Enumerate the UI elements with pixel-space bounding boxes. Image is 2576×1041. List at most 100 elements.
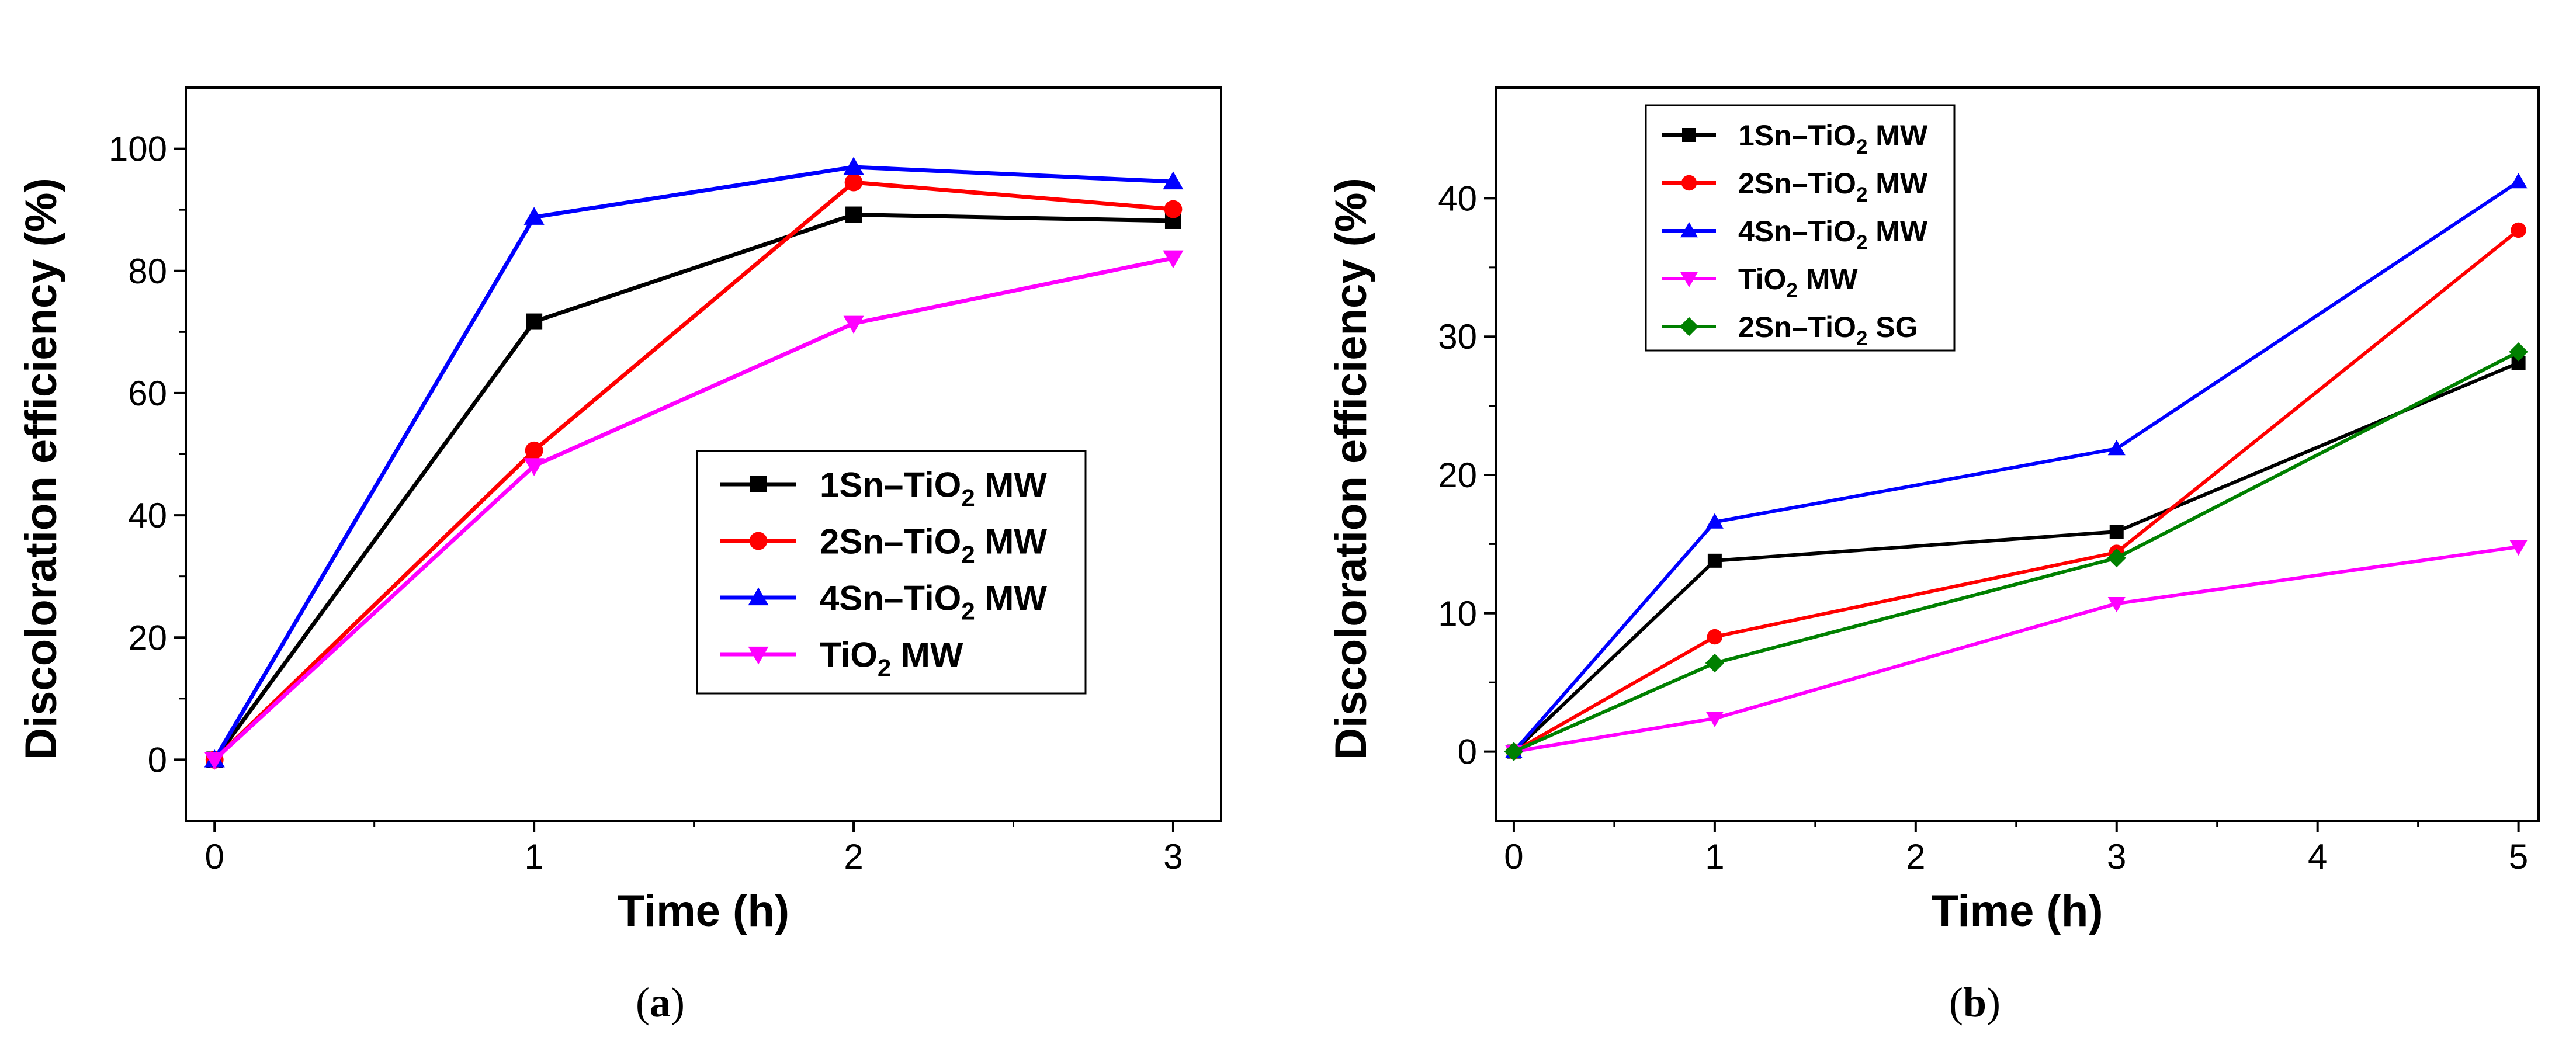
panel-b-series-line [1512,180,2520,753]
caption-b-letter: b [1963,979,1986,1026]
panel-a-series-line [213,165,1174,761]
panel-b-legend-marker [1682,128,1696,142]
panel-b-data-point [1504,742,1524,761]
panel-a-data-point [526,313,543,330]
panel-a-legend-entry: TiO2 MW [720,636,963,682]
panel-a-data-point [1163,171,1184,190]
panel-a-legend-label: TiO2 MW [820,636,963,682]
panel-a-legend-marker [749,532,768,550]
panel-b-legend-label-part: 1Sn–TiO [1738,119,1856,152]
panel-b-legend-label-part: 2Sn–TiO [1738,311,1856,343]
panel-b-series-line [1512,361,2519,753]
panel-b-data-point [2107,596,2126,613]
caption-a: (a) [636,979,685,1026]
panel-a-data-point [523,458,545,476]
panel-b-legend-label: 1Sn–TiO2 MW [1738,119,1928,158]
panel-b-legend-label-subscript: 2 [1856,231,1867,254]
panel-a-series-3 [204,250,1184,770]
panel-a-series-line [213,256,1174,761]
panel-b-data-point [2107,548,2126,568]
panel-b-legend-entry: 4Sn–TiO2 MW [1662,215,1928,254]
panel-a-x-tick-label: 3 [1163,837,1183,876]
panel-a-y-tick-label: 60 [128,374,167,413]
panel-b-series-line [1513,228,2520,754]
chart-panel-b: 0 1 2 3 4 5 0 10 20 30 40 Time (h) Discoloration eff… [1326,86,2540,936]
panel-a-y-tick-label: 80 [128,252,167,291]
panel-b-x-tick-label: 5 [2509,837,2528,876]
panel-b-legend-label: 4Sn–TiO2 MW [1738,215,1928,254]
panel-a-legend-label: 1Sn–TiO2 MW [820,466,1047,512]
panel-a-legend-label-part: MW [975,522,1048,561]
panel-a-data-point [845,206,862,223]
panel-b-series-line [1513,350,2519,754]
panel-b-legend-box [1645,104,1956,352]
panel-a-x-axis-title: Time (h) [618,886,789,936]
panel-a-series-line [213,213,1174,761]
panel-b-legend-entry: 1Sn–TiO2 MW [1662,119,1928,158]
panel-a-data-point [844,173,863,192]
panel-a-legend-label-subscript: 2 [961,541,975,568]
panel-b-y-axis-title: Discoloration efficiency (%) [1326,178,1376,760]
panel-a-legend-label-part: 2Sn–TiO [820,522,961,561]
panel-b-data-point [2109,525,2124,539]
panel-b-legend-label-part: MW [1867,167,1928,200]
caption-a-letter: a [650,979,671,1026]
panel-b-y-tick-label: 0 [1458,733,1477,772]
panel-a-legend-label-subscript: 2 [961,598,975,625]
panel-a-legend-label-part: 1Sn–TiO [820,466,961,505]
panel-b-y-tick-label: 40 [1438,179,1477,218]
panel-b-legend-entry: TiO2 MW [1662,263,1858,302]
panel-b-legend-marker [1681,175,1697,191]
panel-a-legend-label-subscript: 2 [961,484,975,512]
panel-b-legend-entry: 2Sn–TiO2 MW [1662,167,1928,206]
panel-b-y-tick-label: 20 [1438,456,1477,495]
panel-a-y-tick-label: 0 [148,740,167,779]
panel-b-legend-label-subscript: 2 [1856,136,1867,158]
panel-b-x-tick-label: 2 [1906,837,1925,876]
panel-b-legend-label-part: SG [1867,311,1918,343]
panel-b-y-tick-label: 10 [1438,594,1477,633]
panel-b-legend-label-part: 2Sn–TiO [1738,167,1856,200]
panel-a-legend-label-part: MW [891,636,963,675]
panel-a-y-tick-label: 40 [128,496,167,535]
panel-b-legend-label-part: MW [1867,215,1928,248]
panel-a-legend-marker [748,587,769,606]
panel-b-data-point [1705,653,1725,673]
panel-a-data-point [843,315,864,334]
panel-a-data-point [523,207,545,225]
panel-a-legend-marker [748,646,769,665]
panel-a-legend-label: 2Sn–TiO2 MW [820,522,1047,568]
panel-a-y-axis-title: Discoloration efficiency (%) [16,178,66,760]
panel-b-data-point [2511,222,2526,238]
panel-a-legend-label-subscript: 2 [878,654,891,682]
panel-a-x-tick-label: 1 [524,837,543,876]
panel-a-series-line [213,180,1174,761]
panel-b-data-point [2509,540,2528,556]
panel-b-legend-label-subscript: 2 [1786,279,1797,302]
panel-b-x-tick-label: 1 [1705,837,1724,876]
panel-b-legend-label: 2Sn–TiO2 MW [1738,167,1928,206]
panel-a-legend-label-part: TiO [820,636,878,675]
panel-b-data-point [2509,173,2528,189]
panel-b-y-tick-label: 30 [1438,317,1477,356]
panel-b-x-tick-label: 3 [2107,837,2126,876]
panel-b-data-point [2509,342,2528,362]
panel-b-legend-marker [1680,222,1698,238]
panel-a-x-tick-label: 0 [205,837,224,876]
panel-b-data-point [1707,629,1723,645]
panel-a-data-point [525,441,543,460]
caption-b: (b) [1949,979,2001,1026]
panel-a-y-tick-label: 100 [109,130,167,169]
panel-b-legend-label-subscript: 2 [1856,183,1867,206]
panel-a-legend-label-part: MW [975,466,1048,505]
panel-b-series-line [1513,545,2519,754]
panel-b-legend-label-part: MW [1867,119,1928,152]
panel-a-x-tick-label: 2 [844,837,863,876]
panel-a-legend-marker [750,476,767,492]
chart-panel-a: 0 1 2 3 0 20 40 60 80 100 Time (h) Discoloration ef… [16,86,1222,936]
panel-b-legend-label: 2Sn–TiO2 SG [1738,311,1918,350]
panel-a-legend-entry: 1Sn–TiO2 MW [720,466,1047,512]
panel-b-data-point [1705,513,1724,529]
